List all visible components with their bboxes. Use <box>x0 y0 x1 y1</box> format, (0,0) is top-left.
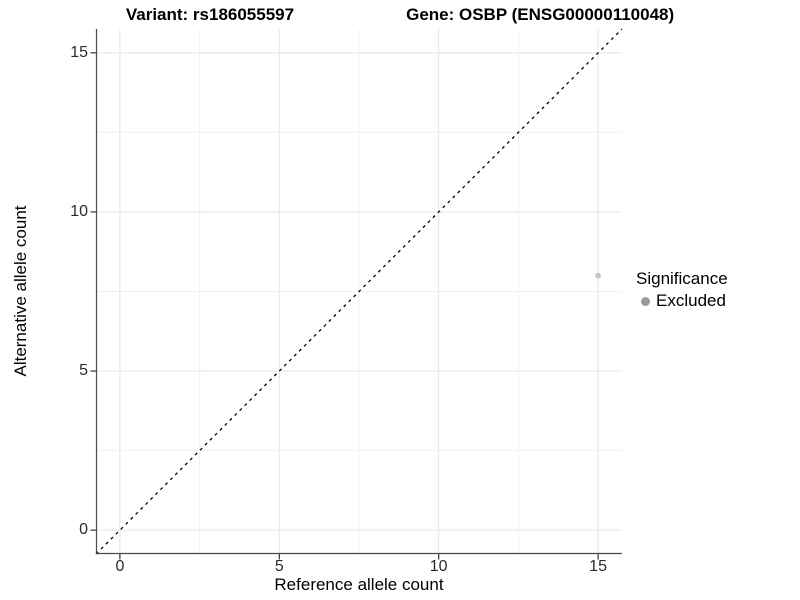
legend-item: Excluded <box>636 291 728 311</box>
y-tick-label: 10 <box>70 202 88 220</box>
x-tick-label: 5 <box>274 558 284 575</box>
gene-title: Gene: OSBP (ENSG00000110048) <box>406 5 675 24</box>
y-tick-label: 0 <box>79 521 88 539</box>
identity-reference-line <box>95 28 623 555</box>
data-point <box>595 272 601 279</box>
legend-title: Significance <box>636 269 728 288</box>
legend-item-label: Excluded <box>656 291 726 310</box>
legend-point-icon <box>640 296 650 306</box>
y-tick-label: 5 <box>79 362 88 380</box>
x-tick-label: 15 <box>589 558 607 575</box>
variant-title: Variant: rs186055597 <box>125 5 295 24</box>
legend: Significance Excluded <box>636 269 728 311</box>
x-tick-label: 10 <box>429 558 448 575</box>
y-axis-title: Alternative allele count <box>11 205 30 377</box>
x-axis-title: Reference allele count <box>274 575 444 594</box>
legend-key <box>636 292 654 310</box>
y-tick-label: 15 <box>70 43 88 61</box>
chart-title: Variant: rs186055597 Gene: OSBP (ENSG000… <box>0 5 800 25</box>
legend-items: Excluded <box>636 291 728 311</box>
x-tick-label: 0 <box>115 558 125 575</box>
